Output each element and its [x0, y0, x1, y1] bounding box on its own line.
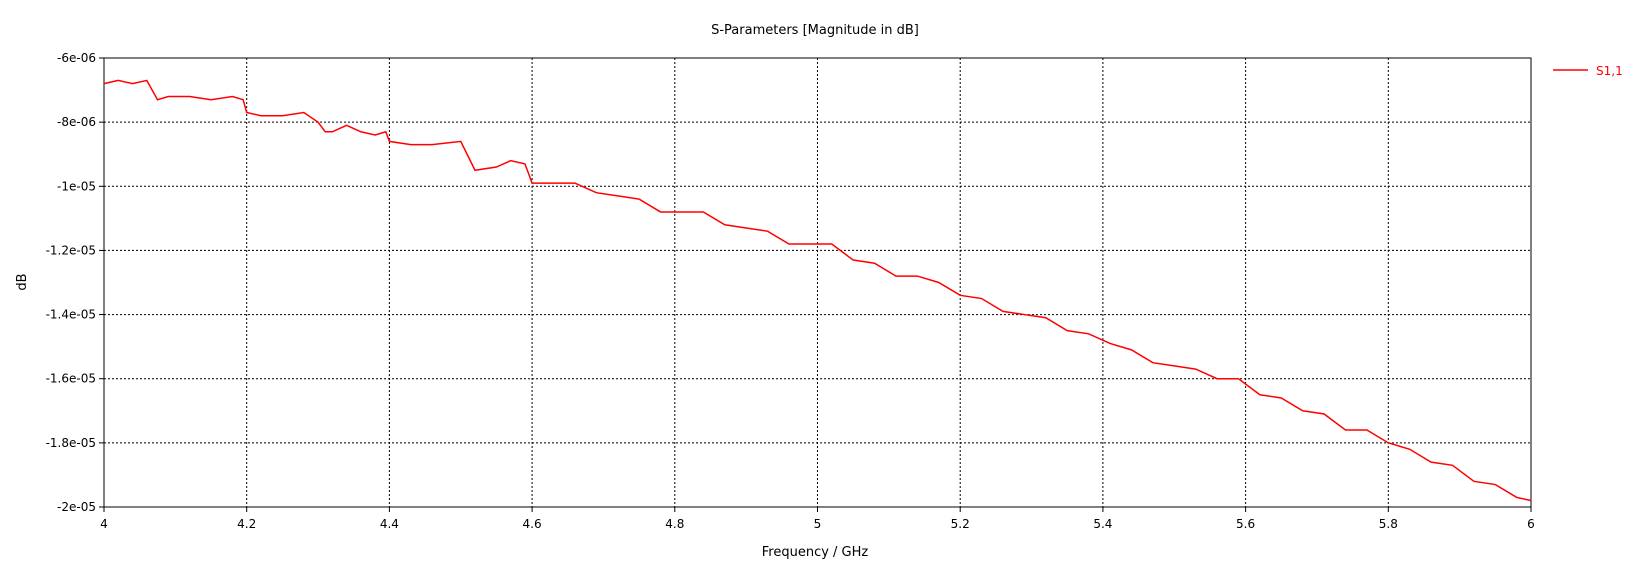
chart-title: S-Parameters [Magnitude in dB] [711, 23, 919, 38]
x-tick-label: 5.4 [1093, 517, 1112, 531]
y-axis: -6e-06 -8e-06 -1e-05 -1.2e-05 -1.4e-05 -1.6e-… [46, 51, 104, 514]
y-tick-label: -1e-05 [57, 179, 96, 193]
legend-label-s11: S1,1 [1596, 64, 1623, 78]
x-tick-label: 5 [814, 517, 822, 531]
y-tick-label: -6e-06 [57, 51, 96, 65]
y-tick-label: -8e-06 [57, 115, 96, 129]
grid [104, 58, 1531, 507]
x-axis: 4 4.2 4.4 4.6 4.8 5 5.2 5.4 5.6 5.8 6 [100, 507, 1535, 531]
y-tick-label: -1.2e-05 [46, 243, 96, 257]
y-tick-label: -1.8e-05 [46, 436, 96, 450]
y-tick-label: -1.4e-05 [46, 308, 96, 322]
x-tick-label: 4.8 [665, 517, 684, 531]
x-tick-label: 5.8 [1379, 517, 1398, 531]
y-tick-label: -1.6e-05 [46, 372, 96, 386]
x-tick-label: 4 [100, 517, 108, 531]
x-tick-label: 4.6 [523, 517, 542, 531]
x-tick-label: 5.6 [1236, 517, 1255, 531]
x-tick-label: 5.2 [951, 517, 970, 531]
y-axis-label: dB [15, 273, 30, 290]
series-line-s11 [103, 79, 1532, 502]
x-tick-label: 4.2 [237, 517, 256, 531]
x-axis-label: Frequency / GHz [762, 545, 869, 560]
x-tick-label: 6 [1527, 517, 1535, 531]
y-tick-label: -2e-05 [57, 500, 96, 514]
x-tick-label: 4.4 [380, 517, 399, 531]
legend: S1,1 [1553, 64, 1623, 78]
